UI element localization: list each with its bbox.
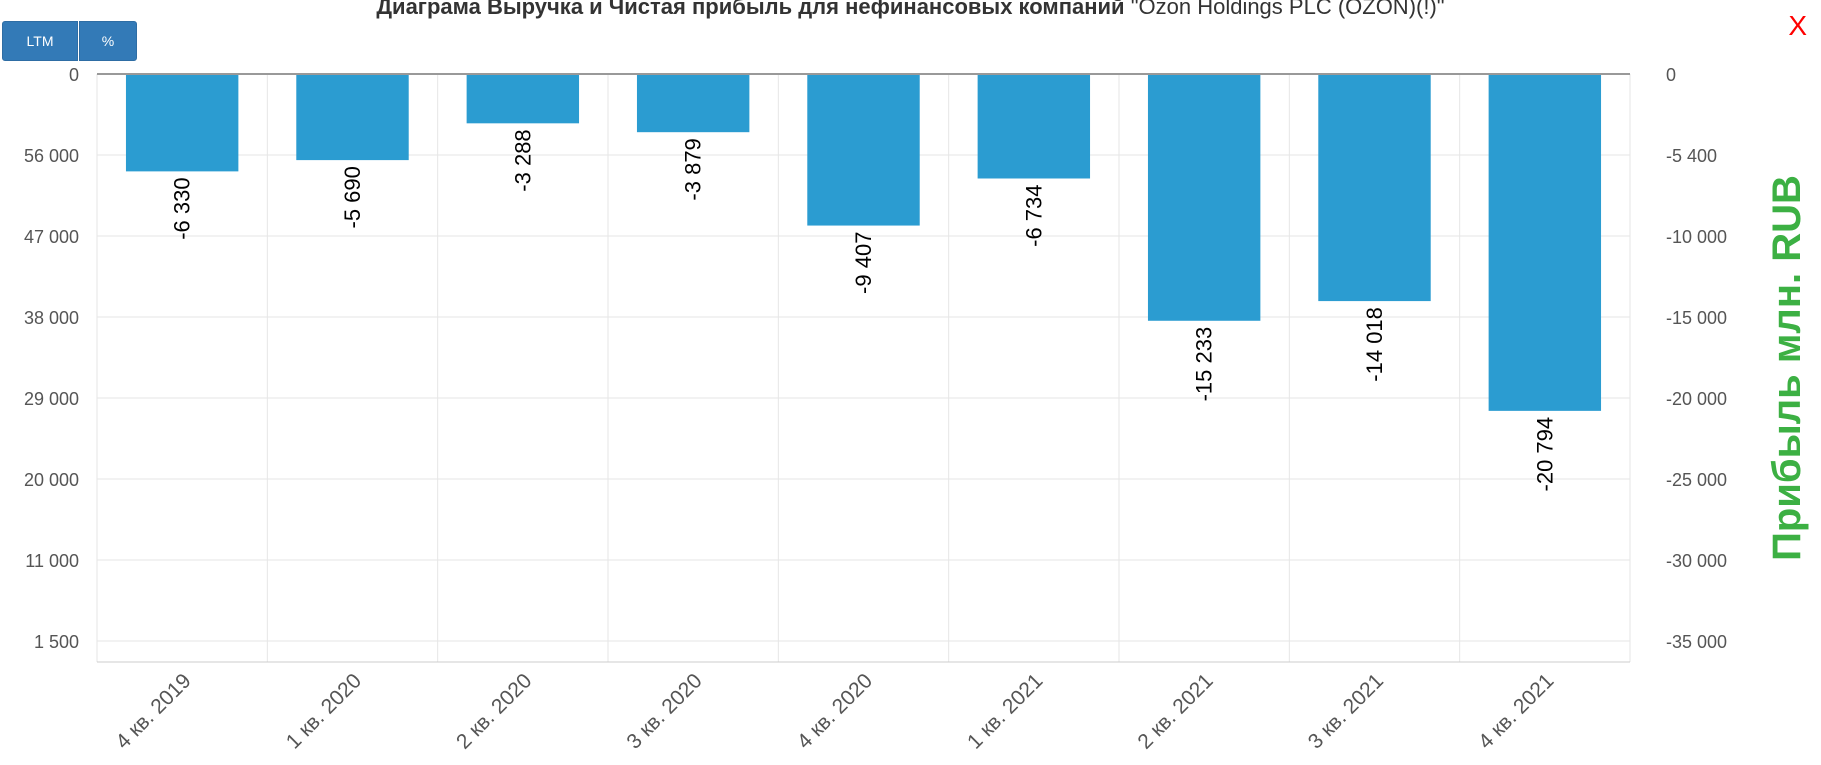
chart-title-main: Диаграма Выручка и Чистая прибыль для не… [376,0,1125,19]
ltm-button[interactable]: LTM [2,21,78,61]
data-label: -3 879 [681,138,706,200]
data-label: -14 018 [1362,307,1387,382]
close-icon[interactable]: X [1788,10,1807,41]
x-axis-tick-label: 2 кв. 2020 [452,669,536,753]
data-label: -5 690 [340,166,365,228]
right-axis-title: Прибыль млн. RUB [1765,175,1809,561]
x-axis-tick-label: 1 кв. 2021 [963,669,1047,753]
x-axis-tick-label: 4 кв. 2020 [793,669,877,753]
view-toggle-group: LTM % [2,21,137,61]
data-label: -20 794 [1532,417,1557,492]
x-axis-tick-label: 3 кв. 2020 [622,669,706,753]
right-axis-tick-label: -20 000 [1666,389,1727,409]
x-axis-tick-label: 3 кв. 2021 [1304,669,1388,753]
left-axis-tick-label: 1 500 [34,632,79,652]
x-axis-tick-label: 1 кв. 2020 [282,669,366,753]
right-axis-tick-label: -15 000 [1666,308,1727,328]
right-axis-tick-label: -35 000 [1666,632,1727,652]
data-label: -9 407 [851,232,876,294]
bar [977,74,1091,179]
bar [1488,74,1602,411]
left-axis-tick-label: 29 000 [24,389,79,409]
bar [466,74,580,124]
bar [1147,74,1261,321]
left-axis-tick-label: 56 000 [24,146,79,166]
left-axis-tick-label: 11 000 [25,551,79,571]
right-axis-tick-label: -25 000 [1666,470,1727,490]
left-axis-tick-label: 0 [69,65,79,85]
x-axis-tick-label: 4 кв. 2019 [111,669,195,753]
data-label: -6 330 [170,177,195,239]
left-axis-tick-label: 47 000 [24,227,79,247]
chart-title-company: "Ozon Holdings PLC (OZON)(!)" [1130,0,1445,19]
left-axis-tick-label: 20 000 [24,470,79,490]
bar [1318,74,1431,302]
bar [125,74,239,172]
left-axis-tick-label: 38 000 [24,308,79,328]
data-label: -15 233 [1192,327,1217,402]
x-axis-tick-label: 2 кв. 2021 [1133,669,1217,753]
percent-button[interactable]: % [79,21,137,61]
bar [807,74,920,226]
data-label: -3 288 [510,129,535,191]
right-axis-tick-label: -30 000 [1666,551,1727,571]
chart-title: Диаграма Выручка и Чистая прибыль для не… [0,0,1821,20]
bar [296,74,409,161]
right-axis-tick-label: -10 000 [1666,227,1727,247]
bar [636,74,750,133]
x-axis-tick-label: 4 кв. 2021 [1474,669,1558,753]
right-axis-tick-label: -5 400 [1666,146,1717,166]
right-axis-tick-label: 0 [1666,65,1676,85]
data-label: -6 734 [1021,184,1046,246]
